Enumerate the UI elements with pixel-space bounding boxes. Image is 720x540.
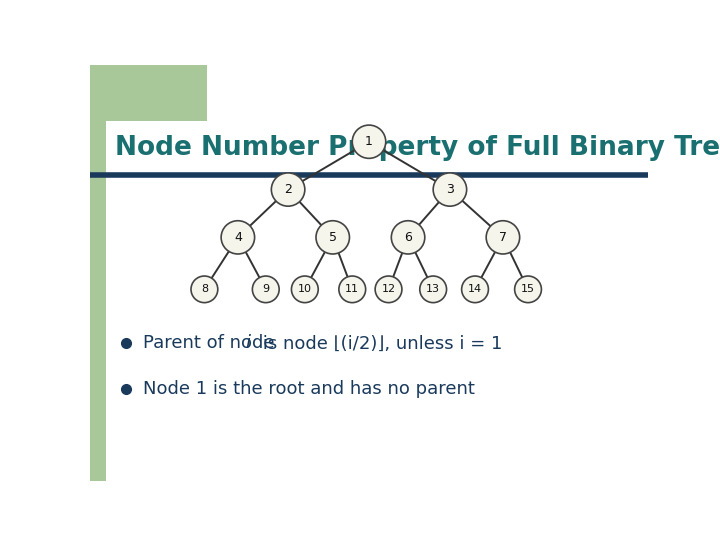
Ellipse shape (515, 276, 541, 302)
Text: 11: 11 (346, 285, 359, 294)
Ellipse shape (375, 276, 402, 302)
Text: 8: 8 (201, 285, 208, 294)
Text: 3: 3 (446, 183, 454, 196)
Ellipse shape (392, 221, 425, 254)
Text: 7: 7 (499, 231, 507, 244)
Text: 14: 14 (468, 285, 482, 294)
Ellipse shape (221, 221, 255, 254)
Text: Parent of node: Parent of node (143, 334, 280, 353)
Ellipse shape (316, 221, 349, 254)
Ellipse shape (352, 125, 386, 158)
Ellipse shape (433, 173, 467, 206)
Text: Node Number Property of Full Binary Tree: Node Number Property of Full Binary Tree (115, 135, 720, 161)
FancyBboxPatch shape (90, 121, 106, 481)
Text: 12: 12 (382, 285, 395, 294)
Ellipse shape (339, 276, 366, 302)
Text: 4: 4 (234, 231, 242, 244)
Text: 15: 15 (521, 285, 535, 294)
Ellipse shape (420, 276, 446, 302)
Text: i: i (245, 334, 250, 353)
Ellipse shape (253, 276, 279, 302)
FancyBboxPatch shape (90, 65, 207, 121)
Ellipse shape (486, 221, 520, 254)
Text: 6: 6 (404, 231, 412, 244)
Text: Node 1 is the root and has no parent: Node 1 is the root and has no parent (143, 380, 475, 398)
Text: 2: 2 (284, 183, 292, 196)
Text: 13: 13 (426, 285, 440, 294)
Ellipse shape (292, 276, 318, 302)
Text: 5: 5 (329, 231, 337, 244)
Text: is node ⌊(i/2)⌋, unless i = 1: is node ⌊(i/2)⌋, unless i = 1 (257, 334, 503, 353)
Text: 10: 10 (298, 285, 312, 294)
Ellipse shape (191, 276, 217, 302)
Text: 1: 1 (365, 135, 373, 148)
Ellipse shape (271, 173, 305, 206)
Text: 9: 9 (262, 285, 269, 294)
Ellipse shape (462, 276, 488, 302)
